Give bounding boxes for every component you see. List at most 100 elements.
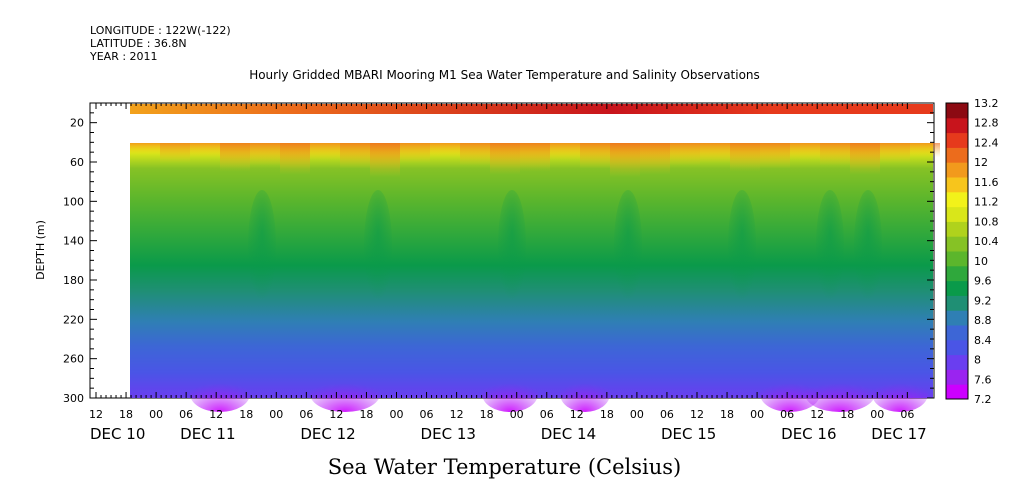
colorbar-frame: [945, 102, 969, 400]
x-hour-label: 18: [359, 408, 373, 421]
warm-patch: [910, 143, 940, 158]
colorbar-label: 11.2: [974, 196, 999, 209]
colorbar-swatch: [946, 251, 968, 267]
x-hour-label: 18: [239, 408, 253, 421]
colorbar-label: 10.4: [974, 235, 999, 248]
colorbar-label: 12: [974, 156, 988, 169]
warm-patch: [820, 143, 850, 166]
colorbar-swatch: [946, 162, 968, 178]
y-tick-label: 300: [63, 392, 84, 405]
colorbar: 13.2 12.8 12.4 12 11.6 11.2 10.8 10.4 10 9.6 9.2 8.…: [945, 97, 999, 406]
warm-patch: [130, 143, 160, 155]
warm-patch: [190, 143, 220, 158]
warm-patch: [370, 143, 400, 177]
y-tick-label: 100: [63, 195, 84, 208]
x-hour-label: 18: [600, 408, 614, 421]
warm-patch: [850, 143, 880, 175]
cold-intrusion: [614, 190, 642, 300]
x-hour-label: 12: [450, 408, 464, 421]
colorbar-label: 9.6: [974, 275, 992, 288]
colorbar-swatch: [946, 191, 968, 208]
y-tick-label: 140: [63, 235, 84, 248]
colorbar-swatch: [946, 221, 968, 237]
colorbar-swatch: [946, 310, 968, 326]
x-day-label: DEC 12: [300, 425, 355, 443]
cold-intrusion: [816, 190, 844, 300]
colorbar-swatch: [946, 339, 968, 356]
warm-patch: [670, 143, 700, 166]
colorbar-label: 11.6: [974, 176, 999, 189]
colorbar-swatch: [946, 236, 968, 252]
cold-patch: [482, 376, 538, 412]
warm-patch: [460, 143, 490, 166]
x-hour-label: 06: [179, 408, 193, 421]
x-day-label: DEC 13: [421, 425, 476, 443]
warm-patch: [700, 143, 730, 163]
colorbar-swatch: [946, 384, 968, 400]
warm-patch: [220, 143, 250, 172]
x-hour-label: 12: [810, 408, 824, 421]
warm-patch: [250, 143, 280, 166]
x-hour-label: 00: [870, 408, 884, 421]
warm-patch: [310, 143, 340, 161]
cold-patch: [560, 376, 610, 412]
x-day-label: DEC 10: [90, 425, 145, 443]
colorbar-label: 8.8: [974, 314, 992, 327]
cold-patch: [310, 376, 380, 412]
y-tick-label: 60: [70, 156, 84, 169]
variable-title: Sea Water Temperature (Celsius): [327, 455, 682, 479]
x-hour-label: 18: [480, 408, 494, 421]
x-hour-label: 06: [660, 408, 674, 421]
warm-patch: [760, 143, 790, 169]
warm-patch: [550, 143, 580, 161]
x-hour-label: 06: [299, 408, 313, 421]
deep-cold-patches: [190, 376, 928, 412]
y-tick-label: 20: [70, 117, 84, 130]
colorbar-label: 7.2: [974, 393, 992, 406]
chart-title: Hourly Gridded MBARI Mooring M1 Sea Wate…: [249, 68, 760, 82]
colorbar-swatch: [946, 354, 968, 370]
colorbar-label: 8.4: [974, 334, 992, 347]
colorbar-swatch: [946, 147, 968, 163]
warm-patch: [610, 143, 640, 177]
colorbar-swatch: [946, 265, 968, 282]
warm-patch: [880, 143, 910, 163]
x-hour-label: 00: [390, 408, 404, 421]
x-day-label: DEC 14: [541, 425, 596, 443]
x-hour-label: 18: [720, 408, 734, 421]
cold-patch: [760, 376, 820, 412]
warm-patch: [490, 143, 520, 175]
x-day-label: DEC 17: [871, 425, 926, 443]
colorbar-label: 9.2: [974, 294, 992, 307]
x-hour-label: 18: [119, 408, 133, 421]
warm-patch: [160, 143, 190, 163]
warm-patch: [520, 143, 550, 172]
colorbar-swatch: [946, 206, 968, 222]
y-tick-label: 220: [63, 313, 84, 326]
x-day-label: DEC 15: [661, 425, 716, 443]
cold-patch: [805, 376, 875, 412]
year-label: YEAR : 2011: [90, 50, 158, 63]
x-hour-label: 12: [89, 408, 103, 421]
y-axis: 20 60 100 140 180 220 260 300: [63, 112, 934, 405]
latitude-label: LATITUDE : 36.8N: [90, 37, 187, 50]
x-hour-label: 00: [750, 408, 764, 421]
warm-patch: [730, 143, 760, 172]
colorbar-label: 10.8: [974, 215, 999, 228]
warm-patch: [400, 143, 430, 163]
colorbar-swatch: [946, 117, 968, 134]
warm-patch: [790, 143, 820, 161]
x-hour-label: 18: [840, 408, 854, 421]
colorbar-label: 12.4: [974, 136, 999, 149]
x-hour-label: 00: [149, 408, 163, 421]
colorbar-label: 8: [974, 354, 981, 367]
plot-area: [89, 102, 940, 412]
longitude-label: LONGITUDE : 122W(-122): [90, 24, 231, 37]
colorbar-label: 13.2: [974, 97, 999, 110]
colorbar-label: 7.6: [974, 373, 992, 386]
cold-patch: [872, 376, 928, 412]
x-hour-label: 06: [780, 408, 794, 421]
y-tick-label: 180: [63, 274, 84, 287]
x-hour-label: 00: [269, 408, 283, 421]
